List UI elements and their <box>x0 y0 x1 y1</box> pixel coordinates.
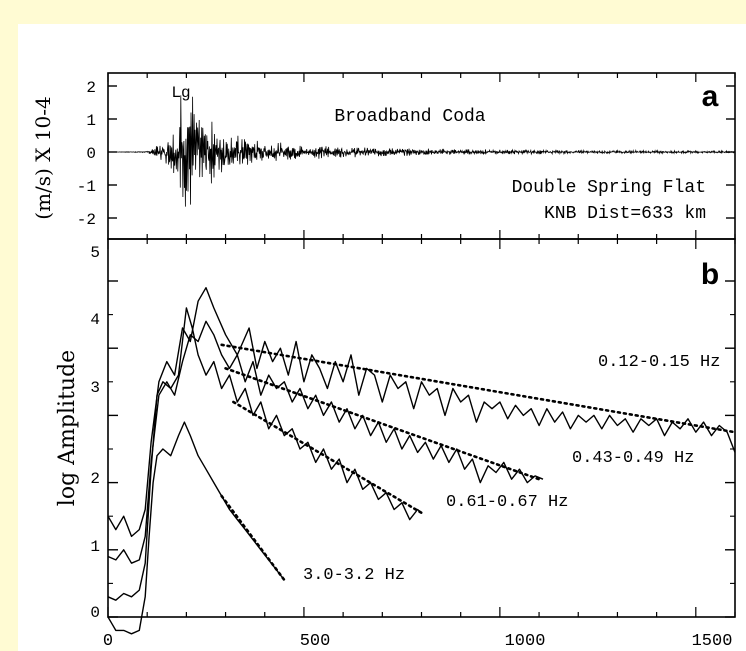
panel-b-ticks <box>107 239 736 618</box>
lg-annotation: Lg <box>171 84 190 102</box>
series-line-0.12-0.15 <box>107 287 736 538</box>
b-ytick-label: 3 <box>90 379 100 397</box>
b-ytick-label: 0 <box>90 604 100 622</box>
series-label-0.61-0.67: 0.61-0.67 Hz <box>446 493 568 512</box>
a-ytick-label: 0 <box>86 145 96 163</box>
b-xtick-label: 1000 <box>505 632 546 651</box>
series-label-0.43-0.49: 0.43-0.49 Hz <box>572 449 694 468</box>
a-ytick-label: -2 <box>77 211 96 229</box>
panel-a-letter: a <box>702 80 719 113</box>
b-xtick-label: 500 <box>300 632 331 651</box>
panel-a-ylabel: (m/s) X 10-4 <box>31 96 55 219</box>
station-line-1: Double Spring Flat <box>512 178 706 198</box>
series-line-0.43-0.49 <box>107 320 544 564</box>
station-line-2: KNB Dist=633 km <box>544 204 706 224</box>
series-line-3.0-3.2 <box>107 421 285 635</box>
panel-a-trace <box>108 95 735 207</box>
panel-b-letter: b <box>701 258 719 291</box>
a-ytick-label: -1 <box>77 178 96 196</box>
a-ytick-label: 1 <box>86 112 96 130</box>
trend-line-0.12-0.15 <box>220 343 737 434</box>
b-ytick-label: 2 <box>90 470 100 488</box>
panel-b-series <box>107 287 737 635</box>
b-xtick-label: 1500 <box>692 632 733 651</box>
series-label-0.12-0.15: 0.12-0.15 Hz <box>598 353 720 372</box>
a-ytick-label: 2 <box>86 79 96 97</box>
broadband-trace <box>108 95 735 207</box>
trend-line-0.43-0.49 <box>224 367 541 481</box>
b-ytick-label: 4 <box>90 311 100 329</box>
b-ytick-label: 1 <box>90 538 100 556</box>
trend-line-0.61-0.67 <box>232 400 423 515</box>
panel-a-title: Broadband Coda <box>334 107 485 127</box>
b-xtick-label: 0 <box>103 632 113 651</box>
plot-frame <box>18 24 746 651</box>
series-label-3.0-3.2: 3.0-3.2 Hz <box>303 566 405 585</box>
b-ytick-label: 5 <box>90 244 100 262</box>
panel-b-ylabel: log Amplitude <box>55 350 80 506</box>
trend-line-3.0-3.2 <box>220 494 286 582</box>
